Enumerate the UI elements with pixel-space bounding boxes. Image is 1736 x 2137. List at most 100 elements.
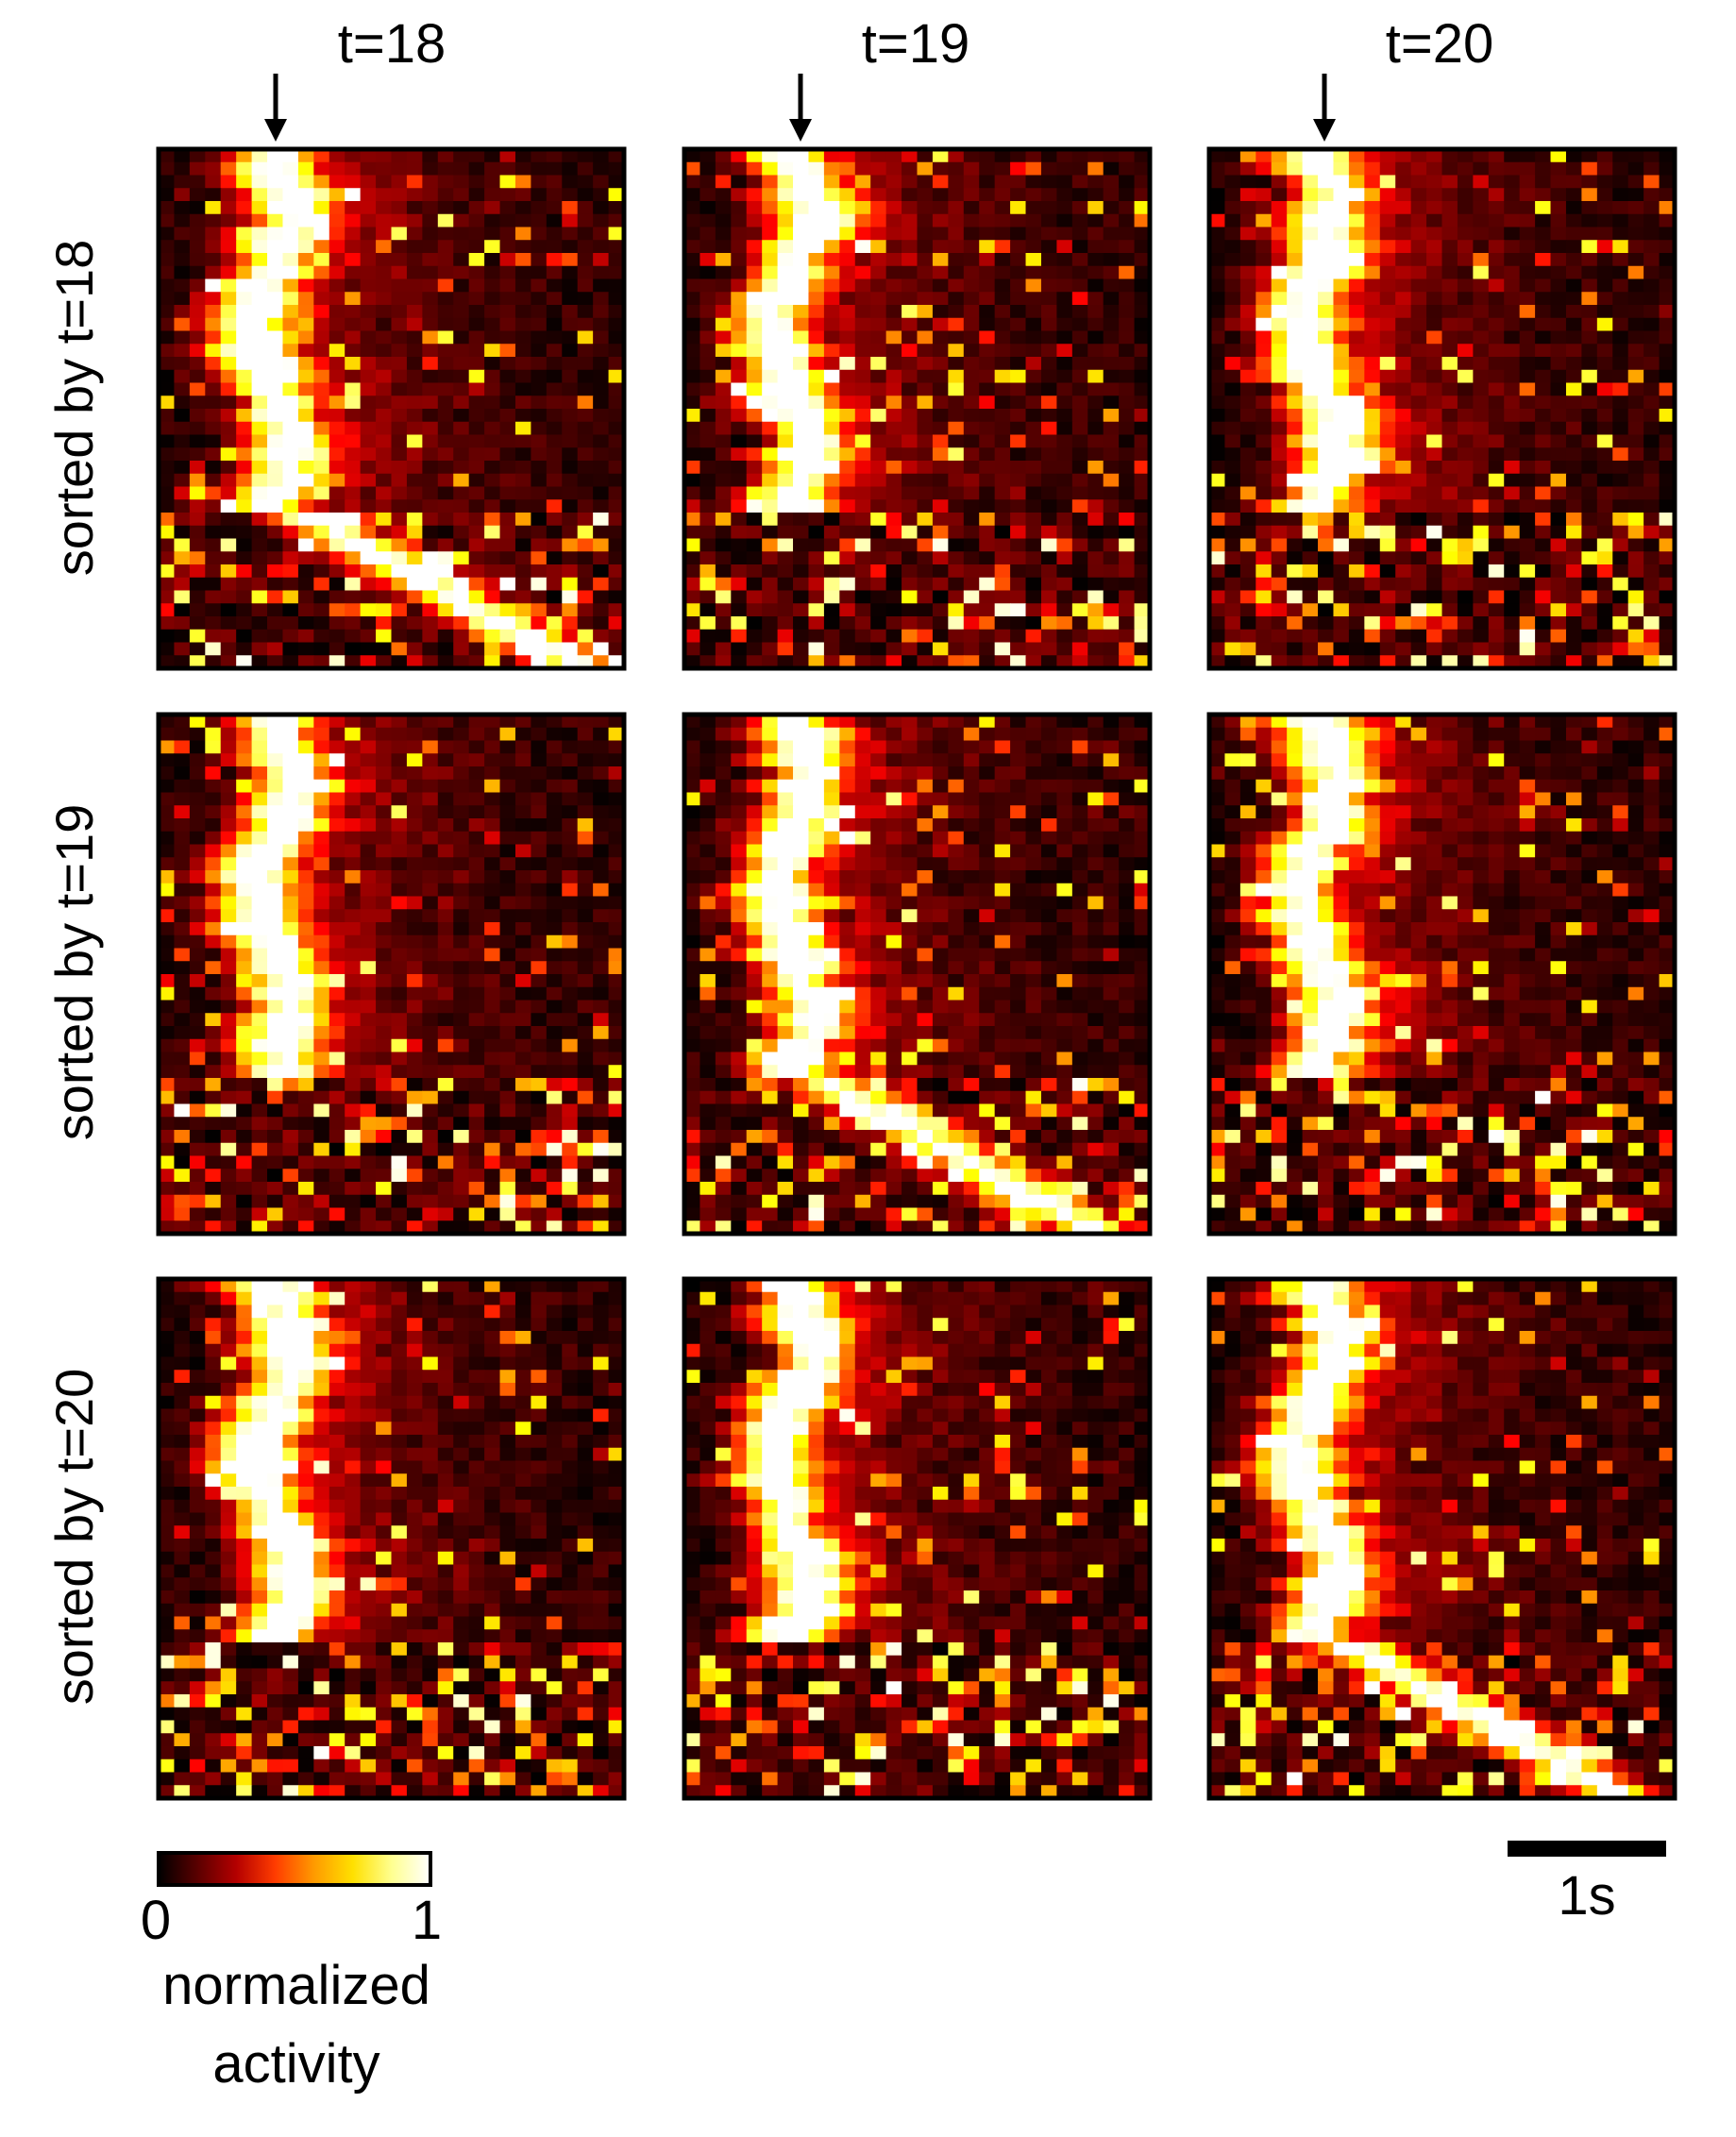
heatmap-cell (1379, 461, 1396, 475)
heatmap-cell (762, 590, 779, 604)
heatmap-cell (329, 896, 346, 910)
heatmap-cell (174, 369, 191, 384)
heatmap-cell (1271, 201, 1288, 215)
heatmap-cell (932, 590, 949, 604)
heatmap-cell (1302, 278, 1319, 293)
heatmap-cell (531, 577, 548, 592)
heatmap-cell (282, 421, 299, 436)
heatmap-cell (1395, 240, 1412, 254)
heatmap-cell (593, 1065, 610, 1079)
heatmap-cell (1318, 175, 1335, 189)
heatmap-cell (282, 344, 299, 358)
heatmap-cell (1596, 590, 1613, 604)
heatmap-cell (885, 330, 902, 345)
heatmap-cell (731, 766, 748, 781)
heatmap-cell (313, 603, 330, 617)
heatmap-cell (236, 831, 253, 846)
heatmap-cell (1134, 201, 1151, 215)
heatmap-cell (345, 1194, 362, 1209)
heatmap-cell (1287, 240, 1304, 254)
heatmap-cell (1441, 499, 1458, 513)
heatmap-cell (1410, 655, 1427, 669)
heatmap-cell (282, 896, 299, 910)
heatmap-cell (159, 934, 176, 950)
heatmap-cell (1087, 253, 1104, 267)
heatmap-cell (329, 715, 346, 729)
heatmap-cell (917, 278, 934, 293)
heatmap-cell (329, 149, 346, 163)
heatmap-cell (699, 629, 716, 644)
heatmap-cell (808, 201, 825, 215)
heatmap-cell (189, 1000, 206, 1014)
heatmap-cell (297, 551, 314, 565)
heatmap-cell (593, 590, 610, 604)
heatmap-cell (715, 590, 732, 604)
heatmap-cell (1473, 227, 1490, 241)
heatmap-cell (282, 1000, 299, 1014)
heatmap-cell (1426, 369, 1443, 384)
heatmap-cell (360, 265, 377, 280)
heatmap-cell (159, 961, 176, 975)
heatmap-cell (608, 201, 625, 215)
heatmap-cell (762, 655, 779, 669)
heatmap-cell (684, 305, 701, 319)
heatmap-cell (1643, 564, 1660, 579)
heatmap-cell (1040, 766, 1057, 781)
heatmap-cell (406, 753, 423, 767)
heatmap-cell (593, 1038, 610, 1053)
heatmap-cell (839, 201, 856, 215)
heatmap-cell (360, 344, 377, 358)
heatmap-cell (762, 227, 779, 241)
heatmap-cell (406, 161, 423, 177)
heatmap-cell (1581, 577, 1598, 592)
heatmap-cell (1596, 409, 1613, 423)
heatmap-cell (1596, 577, 1613, 592)
heatmap-cell (1535, 227, 1552, 241)
heatmap-cell (839, 551, 856, 565)
heatmap-cell (422, 603, 439, 617)
heatmap-cell (1504, 201, 1521, 215)
heatmap-cell (1581, 161, 1598, 177)
heatmap-cell (885, 253, 902, 267)
heatmap-cell (189, 655, 206, 669)
heatmap-cell (1395, 357, 1412, 371)
heatmap-cell (329, 857, 346, 871)
heatmap-cell (1119, 513, 1136, 527)
heatmap-cell (406, 1090, 423, 1105)
heatmap-cell (870, 590, 887, 604)
heatmap-cell (1256, 149, 1273, 163)
heatmap-cell (251, 1117, 268, 1131)
heatmap-cell (608, 870, 625, 884)
heatmap-cell (159, 486, 176, 500)
heatmap-cell (1535, 175, 1552, 189)
heatmap-cell (577, 188, 594, 202)
heatmap-cell (808, 382, 825, 396)
heatmap-cell (885, 525, 902, 540)
heatmap-cell (251, 369, 268, 384)
heatmap-cell (1025, 188, 1042, 202)
heatmap-cell (1087, 434, 1104, 448)
heatmap-cell (220, 948, 237, 962)
heatmap-cell (297, 961, 314, 975)
heatmap-cell (684, 603, 701, 617)
heatmap-cell (1488, 616, 1505, 631)
heatmap-cell (391, 922, 408, 936)
heatmap-cell (1488, 175, 1505, 189)
heatmap-cell (917, 357, 934, 371)
heatmap-cell (1256, 538, 1273, 552)
heatmap-cell (715, 421, 732, 436)
heatmap-cell (499, 642, 516, 656)
heatmap-cell (1119, 577, 1136, 592)
heatmap-cell (345, 818, 362, 833)
heatmap-cell (731, 240, 748, 254)
heatmap-cell (329, 986, 346, 1001)
heatmap-cell (1040, 227, 1057, 241)
heatmap-cell (1071, 616, 1088, 631)
heatmap-cell (1318, 499, 1335, 513)
heatmap-cell (808, 616, 825, 631)
heatmap-cell (376, 409, 393, 423)
heatmap-cell (1410, 253, 1427, 267)
heatmap-cell (174, 499, 191, 513)
heatmap-cell (313, 1220, 330, 1235)
heatmap-cell (854, 188, 871, 202)
